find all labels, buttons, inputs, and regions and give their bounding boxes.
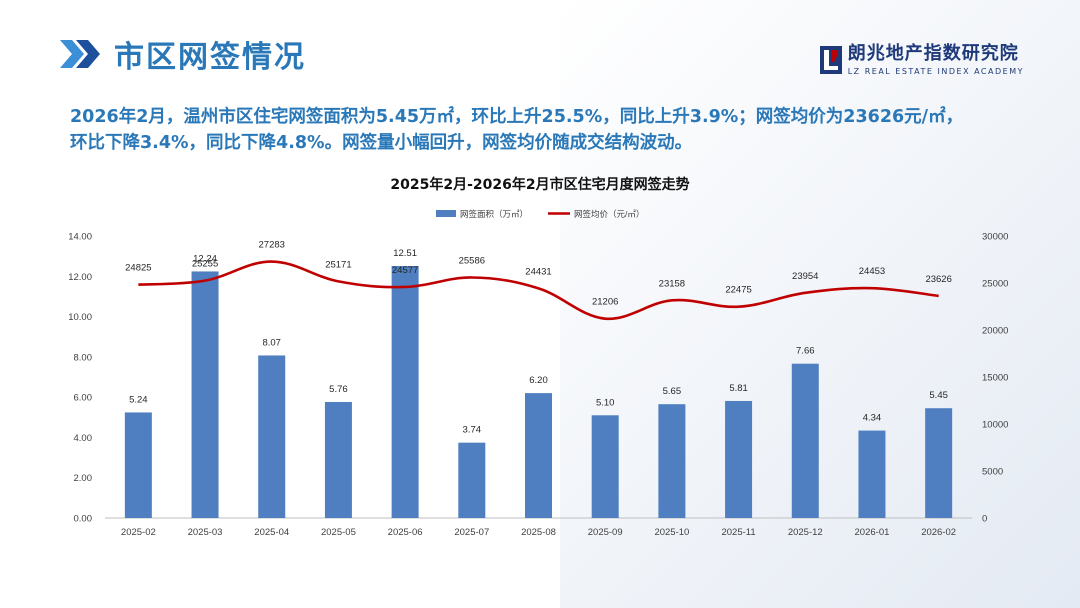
bar-data-label: 3.74 bbox=[463, 425, 482, 436]
legend-bar-swatch bbox=[436, 210, 456, 217]
y-left-tick-label: 12.00 bbox=[68, 272, 92, 283]
y-left-tick-label: 0.00 bbox=[74, 514, 93, 525]
line-data-label: 24431 bbox=[525, 266, 551, 277]
bar-data-label: 8.07 bbox=[262, 337, 281, 348]
bar-data-label: 6.20 bbox=[529, 375, 548, 386]
y-left-tick-label: 2.00 bbox=[74, 473, 93, 484]
x-tick-label: 2025-09 bbox=[588, 527, 623, 538]
line-data-label: 23626 bbox=[925, 274, 951, 285]
logo-en-text: LZ REAL ESTATE INDEX ACADEMY bbox=[847, 67, 1024, 76]
x-tick-label: 2025-05 bbox=[321, 527, 356, 538]
line-data-label: 25586 bbox=[459, 255, 485, 266]
bar-2025-11 bbox=[725, 400, 753, 518]
bar-data-label: 5.45 bbox=[929, 390, 948, 401]
x-tick-label: 2025-02 bbox=[121, 527, 156, 538]
y-right-tick-label: 15000 bbox=[982, 373, 1008, 384]
line-data-label: 21206 bbox=[592, 297, 618, 308]
legend-line-label: 网签均价（元/㎡） bbox=[574, 209, 644, 219]
x-tick-label: 2025-07 bbox=[454, 527, 489, 538]
x-tick-label: 2026-02 bbox=[921, 527, 956, 538]
line-data-label: 23158 bbox=[659, 278, 685, 289]
bar-2026-02 bbox=[925, 408, 953, 518]
bar-data-label: 7.66 bbox=[796, 346, 815, 357]
bar-2025-12 bbox=[791, 363, 819, 518]
line-data-label: 23954 bbox=[792, 271, 818, 282]
logo-mark-icon bbox=[819, 46, 842, 74]
bar-data-label: 5.24 bbox=[129, 394, 148, 405]
x-tick-label: 2025-11 bbox=[721, 527, 755, 538]
line-data-label: 22475 bbox=[725, 285, 751, 296]
bar-2025-09 bbox=[591, 415, 619, 518]
bar-data-label: 12.51 bbox=[393, 248, 417, 259]
summary-line-2: 环比下降3.4%，同比下降4.8%。网签量小幅回升，网签均价随成交结构波动。 bbox=[70, 133, 693, 153]
legend-bar-label: 网签面积（万㎡） bbox=[460, 209, 528, 219]
y-right-tick-label: 0 bbox=[982, 514, 987, 525]
x-tick-label: 2026-01 bbox=[855, 527, 890, 538]
x-tick-label: 2025-08 bbox=[521, 527, 556, 538]
line-data-label: 24825 bbox=[125, 263, 151, 274]
bar-2025-03 bbox=[191, 271, 219, 518]
logo: 朗兆地产指数研究院 LZ REAL ESTATE INDEX ACADEMY bbox=[819, 43, 1024, 76]
summary-line-1: 2026年2月，温州市区住宅网签面积为5.45万㎡，环比上升25.5%，同比上升… bbox=[70, 107, 964, 127]
bar-2025-07 bbox=[458, 442, 486, 518]
bar-2025-05 bbox=[324, 401, 352, 518]
x-tick-label: 2025-10 bbox=[654, 527, 689, 538]
logo-cn-text: 朗兆地产指数研究院 bbox=[847, 43, 1019, 64]
x-tick-label: 2025-06 bbox=[388, 527, 423, 538]
page-header: 市区网签情况 bbox=[58, 34, 306, 75]
bar-2025-06 bbox=[391, 266, 419, 518]
y-left-tick-label: 6.00 bbox=[74, 393, 93, 404]
chart-title: 2025年2月-2026年2月市区住宅月度网签走势 bbox=[390, 177, 690, 193]
bar-data-label: 5.10 bbox=[596, 397, 615, 408]
y-right-tick-label: 30000 bbox=[982, 232, 1008, 243]
bar-2025-02 bbox=[124, 412, 152, 518]
x-tick-label: 2025-03 bbox=[188, 527, 223, 538]
y-left-tick-label: 8.00 bbox=[74, 352, 93, 363]
x-tick-label: 2025-12 bbox=[788, 527, 823, 538]
y-left-tick-label: 14.00 bbox=[68, 232, 92, 243]
chevron-right-icon bbox=[60, 40, 100, 68]
y-left-tick-label: 4.00 bbox=[74, 433, 93, 444]
bar-data-label: 12.24 bbox=[193, 253, 217, 264]
line-data-label: 24577 bbox=[392, 265, 418, 276]
bar-data-label: 4.34 bbox=[863, 413, 882, 424]
summary-text: 2026年2月，温州市区住宅网签面积为5.45万㎡，环比上升25.5%，同比上升… bbox=[70, 104, 1030, 156]
x-tick-label: 2025-04 bbox=[254, 527, 289, 538]
bar-data-label: 5.81 bbox=[729, 383, 748, 394]
y-right-tick-label: 20000 bbox=[982, 326, 1008, 337]
line-data-label: 24453 bbox=[859, 266, 885, 277]
y-right-tick-label: 25000 bbox=[982, 279, 1008, 290]
bar-2025-04 bbox=[258, 355, 286, 518]
bar-2025-08 bbox=[525, 393, 552, 518]
bar-data-label: 5.76 bbox=[329, 384, 348, 395]
page-title: 市区网签情况 bbox=[114, 40, 306, 75]
price-line bbox=[138, 260, 939, 320]
y-right-tick-label: 10000 bbox=[982, 420, 1008, 431]
line-data-label: 27283 bbox=[259, 240, 285, 251]
bar-2026-01 bbox=[858, 430, 886, 518]
bar-data-label: 5.65 bbox=[663, 386, 682, 397]
y-left-tick-label: 10.00 bbox=[68, 312, 92, 323]
line-data-label: 25255 bbox=[192, 259, 218, 270]
bar-2025-10 bbox=[658, 404, 686, 518]
line-data-label: 25171 bbox=[325, 259, 351, 270]
y-right-tick-label: 5000 bbox=[982, 467, 1003, 478]
